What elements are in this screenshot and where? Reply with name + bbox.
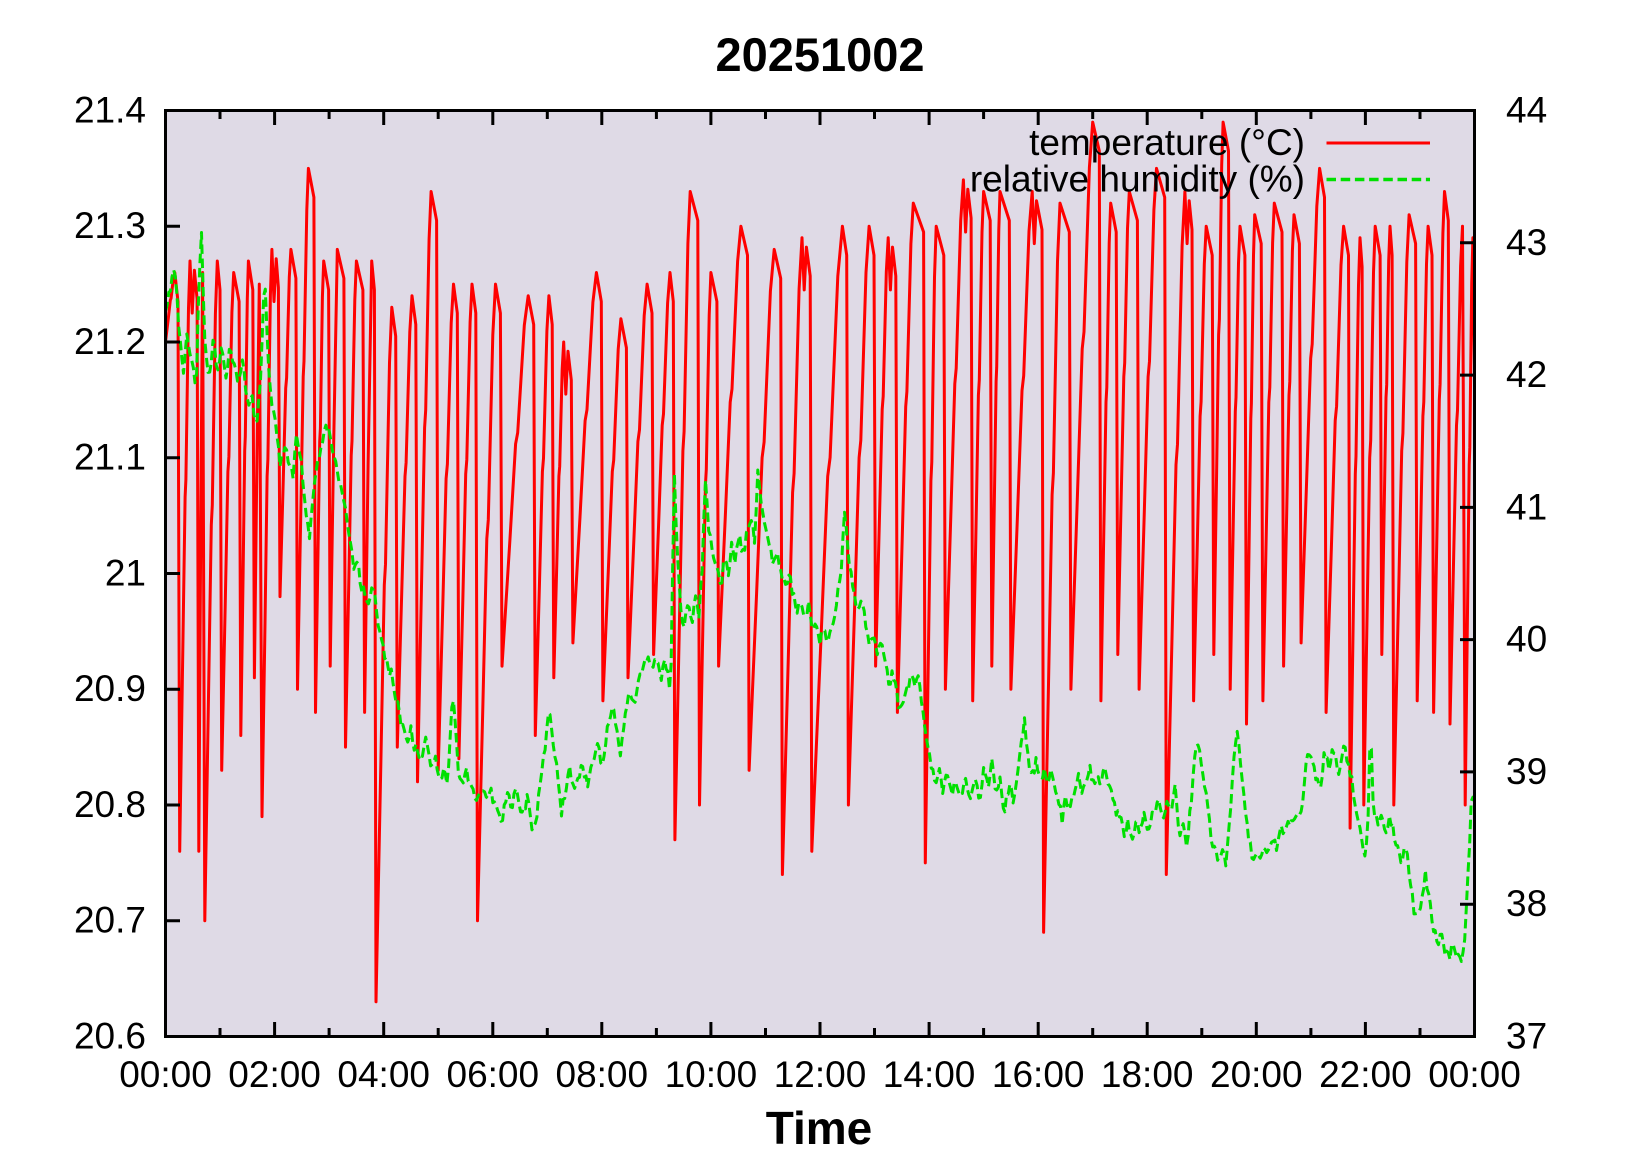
svg-text:20.6: 20.6 <box>74 1016 146 1057</box>
svg-text:42: 42 <box>1506 354 1547 395</box>
svg-text:20.9: 20.9 <box>74 668 146 709</box>
svg-text:04:00: 04:00 <box>337 1054 430 1095</box>
svg-text:12:00: 12:00 <box>774 1054 867 1095</box>
svg-text:20:00: 20:00 <box>1210 1054 1303 1095</box>
svg-text:21.1: 21.1 <box>74 437 146 478</box>
svg-text:temperature (°C): temperature (°C) <box>1029 122 1305 163</box>
svg-text:00:00: 00:00 <box>119 1054 212 1095</box>
svg-text:37: 37 <box>1506 1016 1547 1057</box>
svg-text:41: 41 <box>1506 486 1547 527</box>
svg-text:21.4: 21.4 <box>74 90 146 131</box>
svg-text:20.8: 20.8 <box>74 784 146 825</box>
svg-text:20.7: 20.7 <box>74 900 146 941</box>
svg-text:16:00: 16:00 <box>992 1054 1085 1095</box>
svg-text:00:00: 00:00 <box>1428 1054 1521 1095</box>
svg-text:18:00: 18:00 <box>1101 1054 1194 1095</box>
svg-text:10:00: 10:00 <box>665 1054 758 1095</box>
svg-text:20251002: 20251002 <box>715 28 924 81</box>
svg-text:21.2: 21.2 <box>74 321 146 362</box>
svg-text:21.3: 21.3 <box>74 205 146 246</box>
svg-text:02:00: 02:00 <box>228 1054 321 1095</box>
svg-text:relative humidity (%): relative humidity (%) <box>970 159 1305 200</box>
svg-text:43: 43 <box>1506 222 1547 263</box>
svg-text:40: 40 <box>1506 619 1547 660</box>
svg-text:08:00: 08:00 <box>556 1054 649 1095</box>
svg-text:21: 21 <box>105 553 146 594</box>
svg-text:06:00: 06:00 <box>447 1054 540 1095</box>
svg-text:22:00: 22:00 <box>1319 1054 1412 1095</box>
svg-text:44: 44 <box>1506 90 1547 131</box>
svg-text:14:00: 14:00 <box>883 1054 976 1095</box>
svg-text:Time: Time <box>766 1102 873 1154</box>
svg-text:39: 39 <box>1506 751 1547 792</box>
svg-text:38: 38 <box>1506 883 1547 924</box>
